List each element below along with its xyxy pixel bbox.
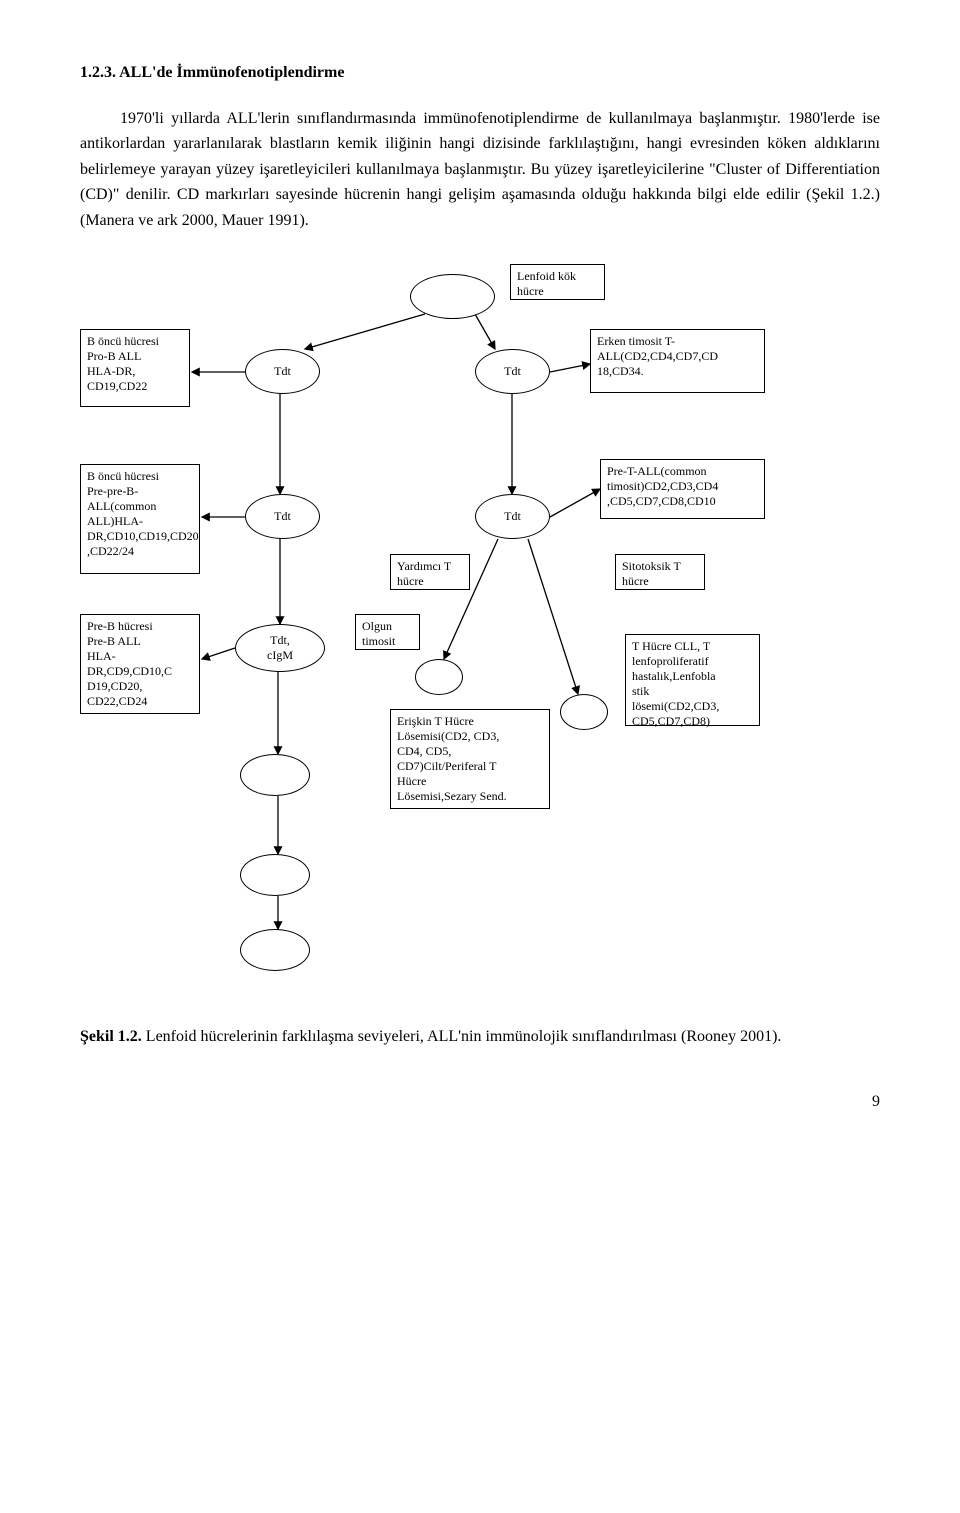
body-paragraph: 1970'li yıllarda ALL'lerin sınıflandırma… xyxy=(80,106,880,234)
figure-caption-label: Şekil 1.2. xyxy=(80,1028,142,1045)
diagram-node-helperT_ellipse xyxy=(415,659,463,695)
diagram-node-cytoT_label: Sitotoksik T hücre xyxy=(615,554,705,590)
diagram-node-tdt_cigm: Tdt, cIgM xyxy=(235,624,325,672)
diagram-node-tcll: T Hücre CLL, T lenfoproliferatif hastalı… xyxy=(625,634,760,726)
diagram-node-earlyT: Erken timosit T-ALL(CD2,CD4,CD7,CD 18,CD… xyxy=(590,329,765,393)
diagram-node-stem_ellipse xyxy=(410,274,495,319)
diagram-arrow xyxy=(550,364,590,372)
diagram-node-stem_label: Lenfoid kök hücre xyxy=(510,264,605,300)
diagram-node-proB: B öncü hücresi Pro-B ALL HLA-DR, CD19,CD… xyxy=(80,329,190,407)
diagram-node-cytoT_ellipse xyxy=(560,694,608,730)
diagram-node-helperT_label: Yardımcı T hücre xyxy=(390,554,470,590)
diagram-arrow xyxy=(305,314,425,349)
diagram-node-matureThy_label: Olgun timosit xyxy=(355,614,420,650)
figure-caption-text: Lenfoid hücrelerinin farklılaşma seviyel… xyxy=(142,1028,782,1045)
diagram-arrow xyxy=(528,539,578,694)
diagram-node-empty2 xyxy=(240,854,310,896)
page-number: 9 xyxy=(80,1089,880,1115)
figure-caption: Şekil 1.2. Lenfoid hücrelerinin farklıla… xyxy=(80,1024,880,1050)
section-heading: 1.2.3. ALL'de İmmünofenotiplendirme xyxy=(80,60,880,86)
diagram-node-tdt4: Tdt xyxy=(475,494,550,539)
diagram-node-preB: Pre-B hücresi Pre-B ALL HLA- DR,CD9,CD10… xyxy=(80,614,200,714)
diagram-node-tdt3: Tdt xyxy=(245,494,320,539)
figure-differentiation-diagram: Lenfoid kök hücre B öncü hücresi Pro-B AL… xyxy=(80,264,880,984)
diagram-node-tdt1: Tdt xyxy=(245,349,320,394)
diagram-node-preT: Pre-T-ALL(common timosit)CD2,CD3,CD4 ,CD… xyxy=(600,459,765,519)
diagram-node-tdt2: Tdt xyxy=(475,349,550,394)
diagram-arrow xyxy=(550,489,600,517)
diagram-node-empty1 xyxy=(240,754,310,796)
diagram-node-adultT: Erişkin T Hücre Lösemisi(CD2, CD3, CD4, … xyxy=(390,709,550,809)
diagram-arrow xyxy=(202,648,235,659)
diagram-node-empty3 xyxy=(240,929,310,971)
diagram-node-prepreB: B öncü hücresi Pre-pre-B-ALL(common ALL)… xyxy=(80,464,200,574)
diagram-arrow xyxy=(475,314,495,349)
